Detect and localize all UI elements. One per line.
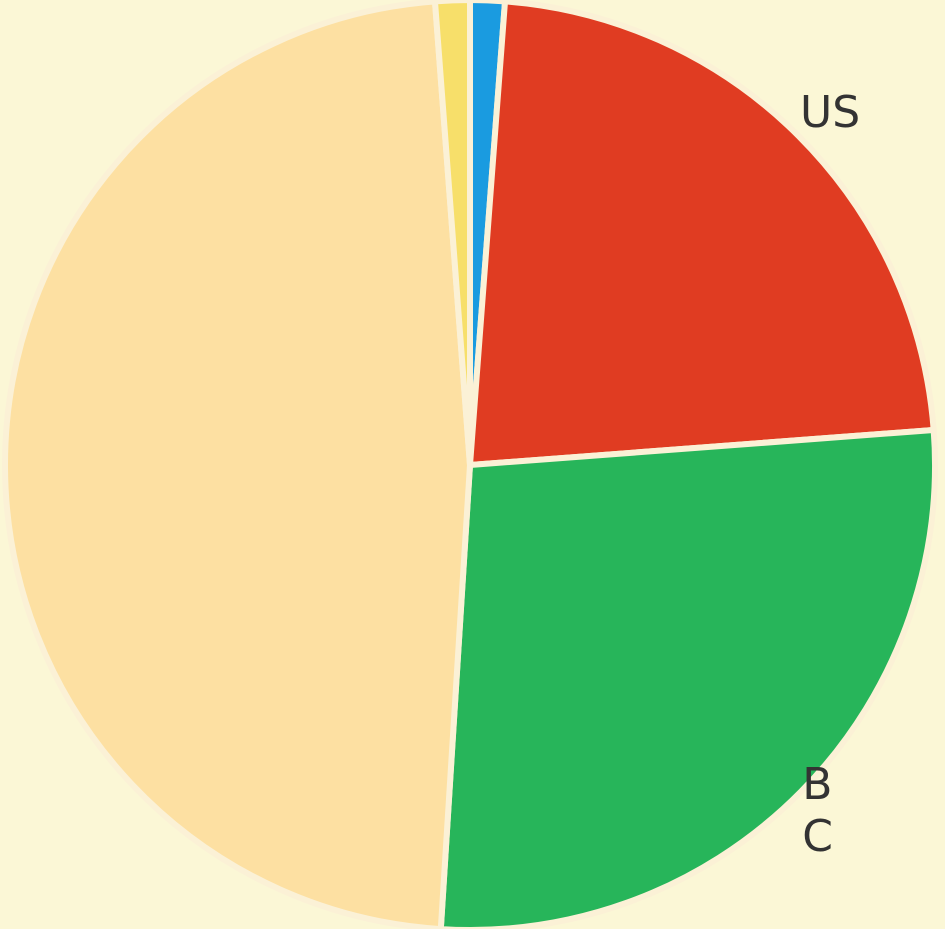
pie-slice: [431, 0, 473, 466]
pie-slice: [2, 0, 474, 929]
pie-slice: [437, 426, 938, 929]
slice-label: US: [800, 87, 860, 138]
slice-label: C: [802, 811, 833, 862]
slice-label: B: [802, 759, 832, 810]
pie-slice: [466, 0, 937, 469]
